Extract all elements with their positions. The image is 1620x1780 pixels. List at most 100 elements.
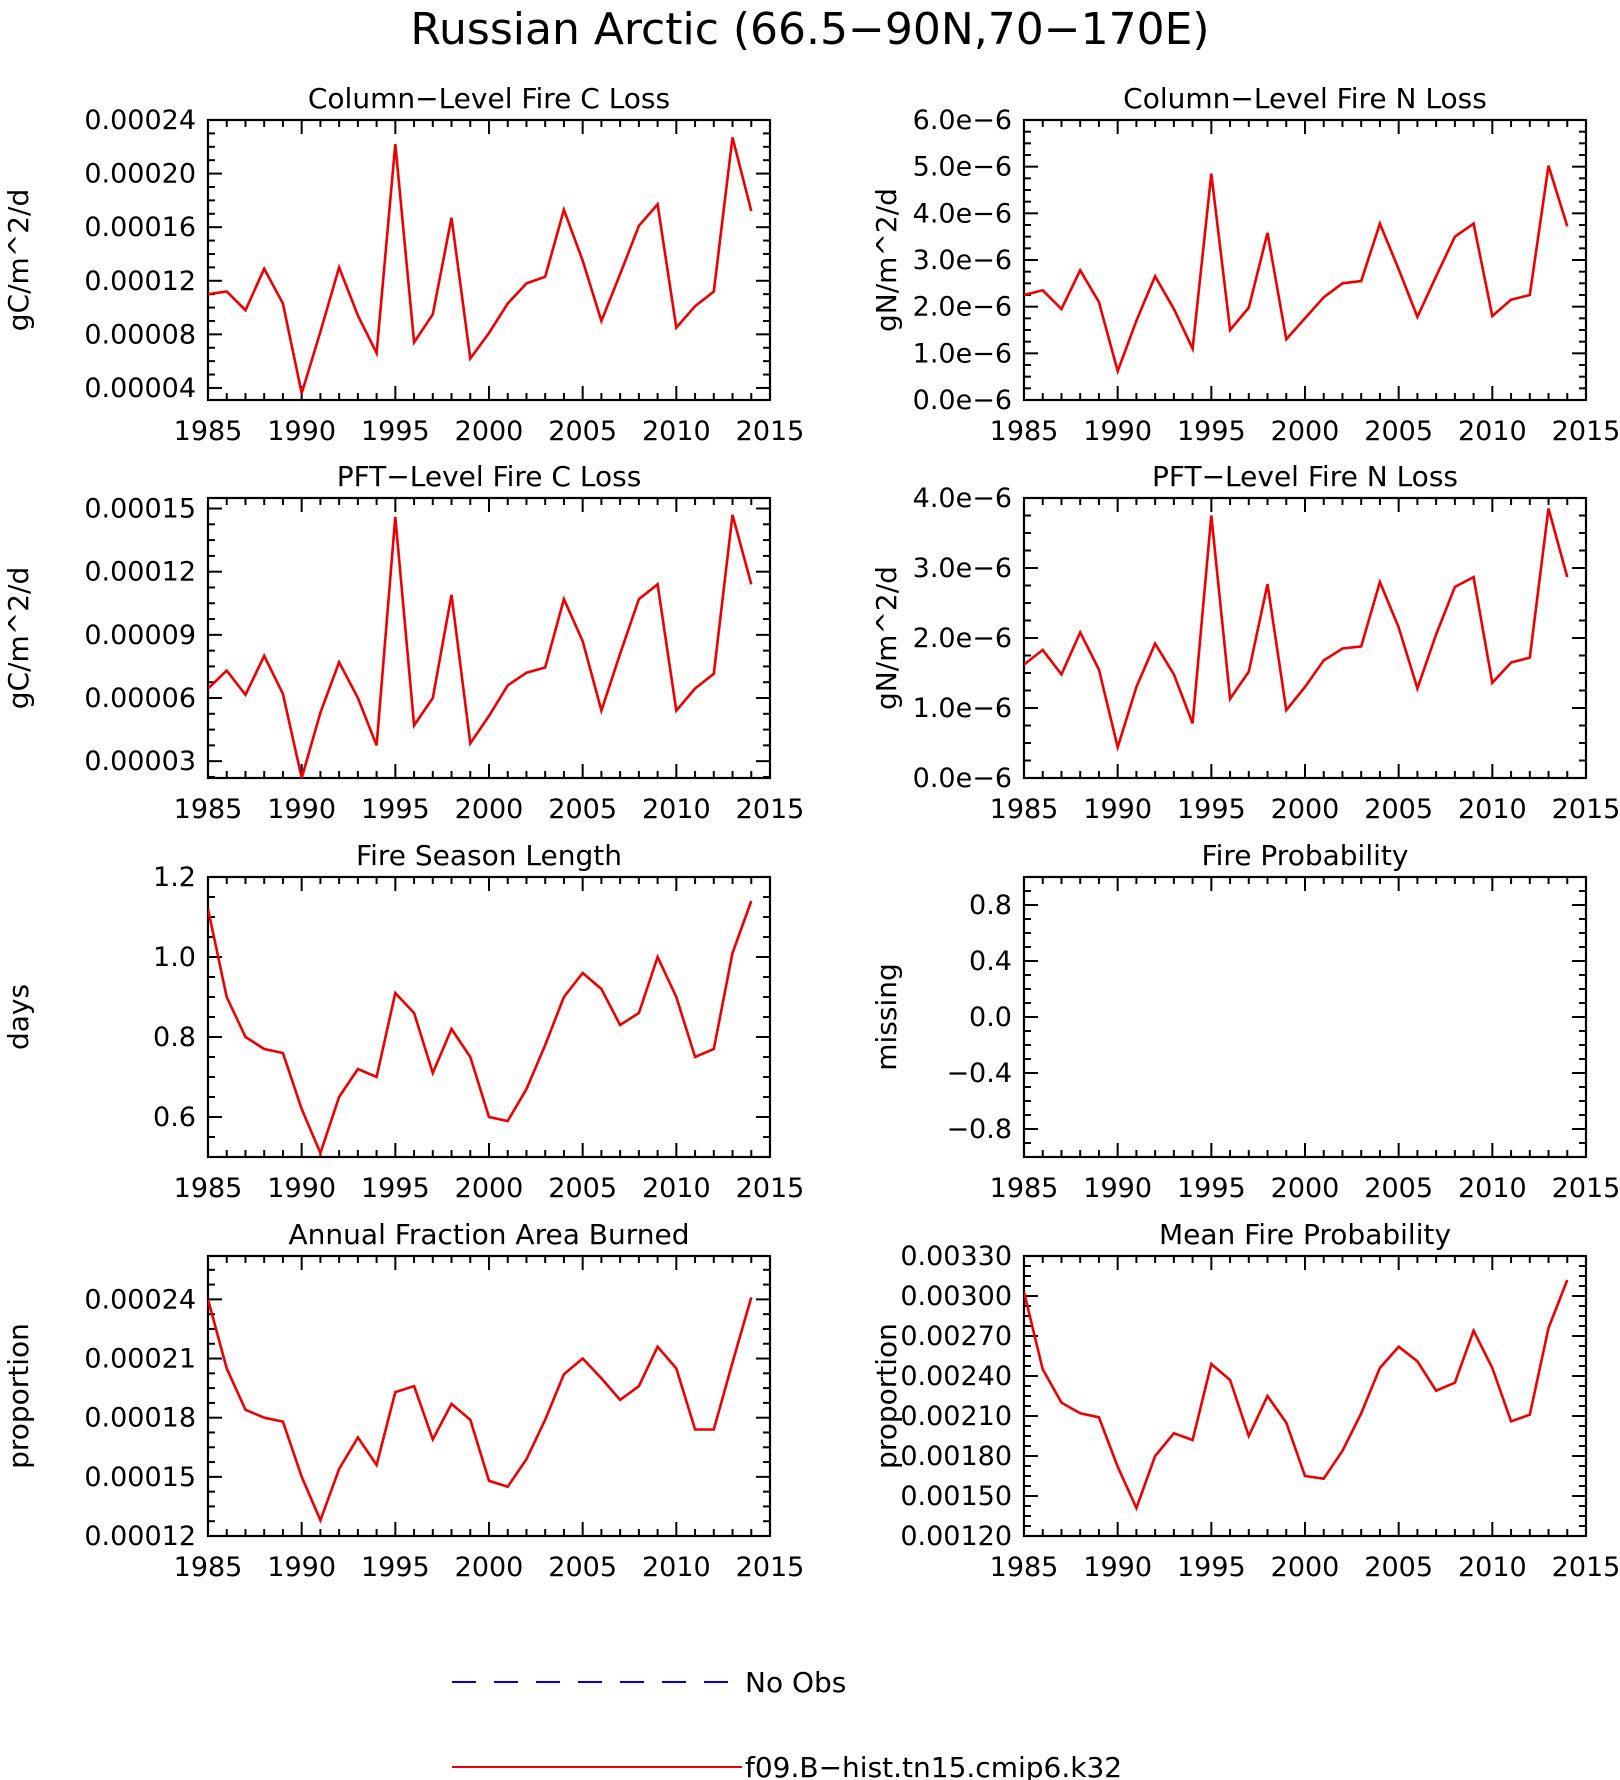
y-tick-label: 0.00012 [84, 557, 196, 588]
y-tick-label: −0.4 [946, 1058, 1012, 1089]
y-axis-label: gN/m^2/d [870, 188, 903, 332]
x-tick-label: 1985 [990, 416, 1059, 447]
y-tick-label: 0.8 [969, 890, 1012, 921]
y-tick-label: 0.00240 [900, 1361, 1012, 1392]
y-tick-label: 5.0e−6 [913, 152, 1012, 183]
y-tick-label: 0.8 [153, 1022, 196, 1053]
y-tick-label: 3.0e−6 [913, 245, 1012, 276]
x-tick-label: 2010 [1458, 1552, 1527, 1583]
y-tick-label: 0.00004 [84, 373, 196, 404]
figure-title: Russian Arctic (66.5−90N,70−170E) [410, 4, 1209, 55]
legend-label: f09.B−hist.tn15.cmip6.k32 [745, 1751, 1122, 1780]
y-tick-label: 1.0e−6 [913, 338, 1012, 369]
legend-label: No Obs [745, 1666, 846, 1699]
x-tick-label: 1990 [1083, 1552, 1152, 1583]
x-tick-label: 1995 [1177, 1552, 1246, 1583]
x-tick-label: 1990 [1083, 1173, 1152, 1204]
y-tick-label: 0.4 [969, 946, 1012, 977]
x-tick-label: 2005 [1364, 1552, 1433, 1583]
y-axis-label: gC/m^2/d [2, 567, 35, 710]
y-tick-label: 0.00020 [84, 159, 196, 190]
x-tick-label: 1990 [267, 1173, 336, 1204]
plot-frame [1022, 875, 1588, 1159]
y-tick-label: 0.00018 [84, 1403, 196, 1434]
x-tick-label: 2005 [548, 1552, 617, 1583]
y-tick-label: 2.0e−6 [913, 623, 1012, 654]
x-tick-label: 1995 [361, 1552, 430, 1583]
y-axis-label: missing [870, 963, 903, 1071]
x-tick-label: 2000 [455, 794, 524, 825]
y-tick-label: 3.0e−6 [913, 553, 1012, 584]
x-tick-label: 1985 [174, 794, 243, 825]
y-tick-label: 0.00024 [84, 105, 196, 136]
x-tick-label: 1995 [361, 1173, 430, 1204]
x-tick-label: 2005 [548, 794, 617, 825]
x-tick-label: 2015 [1552, 1173, 1620, 1204]
x-tick-label: 2010 [1458, 794, 1527, 825]
chart-panels: 1985 1990 1995 2000 2005 2010 2015 0.00004 0.000… [2, 82, 1620, 1583]
series-line [1024, 165, 1569, 376]
x-tick-label: 2015 [1552, 794, 1620, 825]
x-tick-label: 2010 [642, 1552, 711, 1583]
x-tick-label: 1990 [267, 794, 336, 825]
series-line [208, 514, 753, 778]
x-tick-label: 2010 [642, 416, 711, 447]
chart-title: Annual Fraction Area Burned [289, 1218, 690, 1251]
x-tick-label: 2010 [642, 794, 711, 825]
x-tick-label: 1990 [1083, 794, 1152, 825]
plot-frame [1022, 118, 1588, 402]
x-tick-label: 1990 [267, 416, 336, 447]
chart-title: PFT−Level Fire N Loss [1152, 460, 1458, 493]
y-tick-label: 0.00021 [84, 1344, 196, 1375]
chart-title: PFT−Level Fire C Loss [337, 460, 642, 493]
x-tick-label: 2010 [1458, 1173, 1527, 1204]
series-line [1024, 1279, 1569, 1512]
x-tick-label: 2005 [1364, 794, 1433, 825]
y-tick-label: 4.0e−6 [913, 198, 1012, 229]
y-tick-label: 1.2 [153, 862, 196, 893]
y-tick-label: 0.00300 [900, 1281, 1012, 1312]
x-tick-label: 2005 [548, 416, 617, 447]
x-tick-label: 1985 [174, 416, 243, 447]
x-tick-label: 2015 [736, 1173, 805, 1204]
y-tick-label: 1.0e−6 [913, 693, 1012, 724]
y-tick-label: 0.00006 [84, 683, 196, 714]
y-tick-label: 0.00003 [84, 746, 196, 777]
series-line [208, 1297, 753, 1524]
y-axis-label: proportion [2, 1323, 35, 1469]
y-tick-label: 0.00012 [84, 1521, 196, 1552]
chart-panel-mean-prob: 1985 1990 1995 2000 2005 2010 2015 0.00120 0.001… [870, 1218, 1620, 1583]
y-tick-label: 0.00012 [84, 266, 196, 297]
series-line [1024, 508, 1569, 753]
x-tick-label: 1995 [1177, 416, 1246, 447]
y-tick-label: 0.6 [153, 1102, 196, 1133]
x-tick-label: 2015 [1552, 1552, 1620, 1583]
y-tick-label: 0.00120 [900, 1521, 1012, 1552]
series-line [208, 137, 753, 394]
y-tick-label: 4.0e−6 [913, 483, 1012, 514]
y-tick-label: 2.0e−6 [913, 292, 1012, 323]
y-tick-label: 0.0e−6 [913, 763, 1012, 794]
x-tick-label: 1985 [990, 1552, 1059, 1583]
chart-panel-area: 1985 1990 1995 2000 2005 2010 2015 0.00012 0.000… [2, 1218, 804, 1583]
x-tick-label: 2000 [455, 416, 524, 447]
x-tick-label: 2010 [1458, 416, 1527, 447]
chart-panel-pft-c: 1985 1990 1995 2000 2005 2010 2015 0.00003 0.000… [2, 460, 804, 825]
chart-panel-season: 1985 1990 1995 2000 2005 2010 2015 0.6 0.8 1.0 1.2… [2, 839, 804, 1204]
y-axis-label: days [2, 984, 35, 1050]
plot-frame [206, 118, 772, 402]
series-line [208, 900, 753, 1157]
x-tick-label: 2000 [455, 1552, 524, 1583]
y-axis-label: gC/m^2/d [2, 189, 35, 332]
y-tick-label: 0.0 [969, 1002, 1012, 1033]
y-tick-label: 0.00016 [84, 212, 196, 243]
x-tick-label: 2000 [1271, 794, 1340, 825]
x-tick-label: 1990 [267, 1552, 336, 1583]
x-tick-label: 2005 [1364, 416, 1433, 447]
x-tick-label: 2015 [736, 416, 805, 447]
y-tick-label: 1.0 [153, 942, 196, 973]
x-tick-label: 2005 [1364, 1173, 1433, 1204]
y-tick-label: 0.00024 [84, 1284, 196, 1315]
chart-panel-pft-n: 1985 1990 1995 2000 2005 2010 2015 0.0e−6 1.0e−6… [870, 460, 1620, 825]
